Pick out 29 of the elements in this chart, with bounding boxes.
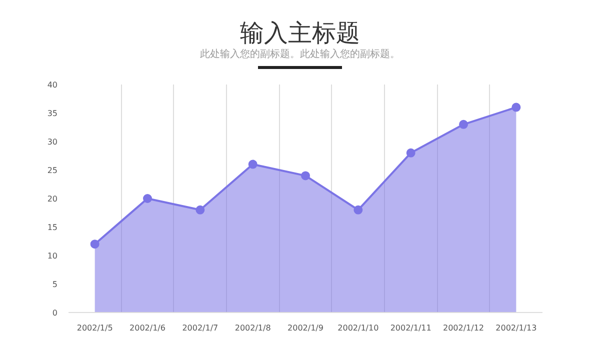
x-tick-label: 2002/1/5 bbox=[76, 324, 113, 332]
y-tick-label: 35 bbox=[47, 109, 58, 118]
y-tick-label: 25 bbox=[47, 166, 58, 175]
point bbox=[301, 171, 310, 180]
point bbox=[354, 205, 363, 214]
x-tick-label: 2002/1/13 bbox=[496, 324, 537, 332]
y-tick-label: 15 bbox=[47, 223, 58, 232]
point bbox=[406, 148, 416, 158]
x-tick-label: 2002/1/8 bbox=[234, 324, 271, 332]
x-tick-label: 2002/1/11 bbox=[390, 324, 432, 332]
x-tick-label: 2002/1/7 bbox=[182, 324, 218, 332]
y-tick-label: 10 bbox=[47, 252, 58, 260]
x-tick-label: 2002/1/12 bbox=[442, 324, 484, 332]
point bbox=[248, 160, 258, 169]
y-tick-label: 40 bbox=[47, 80, 58, 90]
x-tick-label: 2002/1/9 bbox=[288, 324, 324, 332]
y-tick-label: 5 bbox=[52, 280, 58, 289]
chart-title: 输入主标题 bbox=[239, 18, 361, 48]
point bbox=[512, 102, 521, 112]
chart-subtitle: 此处输入您的副标题。此处输入您的副标题。 bbox=[199, 48, 401, 62]
point bbox=[90, 240, 100, 249]
y-tick-label: 30 bbox=[47, 138, 58, 146]
point bbox=[196, 205, 205, 214]
x-tick-label: 2002/1/10 bbox=[338, 324, 379, 332]
point bbox=[143, 194, 152, 203]
x-tick-label: 2002/1/6 bbox=[130, 324, 166, 332]
y-tick-label: 20 bbox=[47, 194, 58, 204]
y-tick-label: 0 bbox=[52, 308, 58, 318]
point bbox=[459, 120, 468, 129]
